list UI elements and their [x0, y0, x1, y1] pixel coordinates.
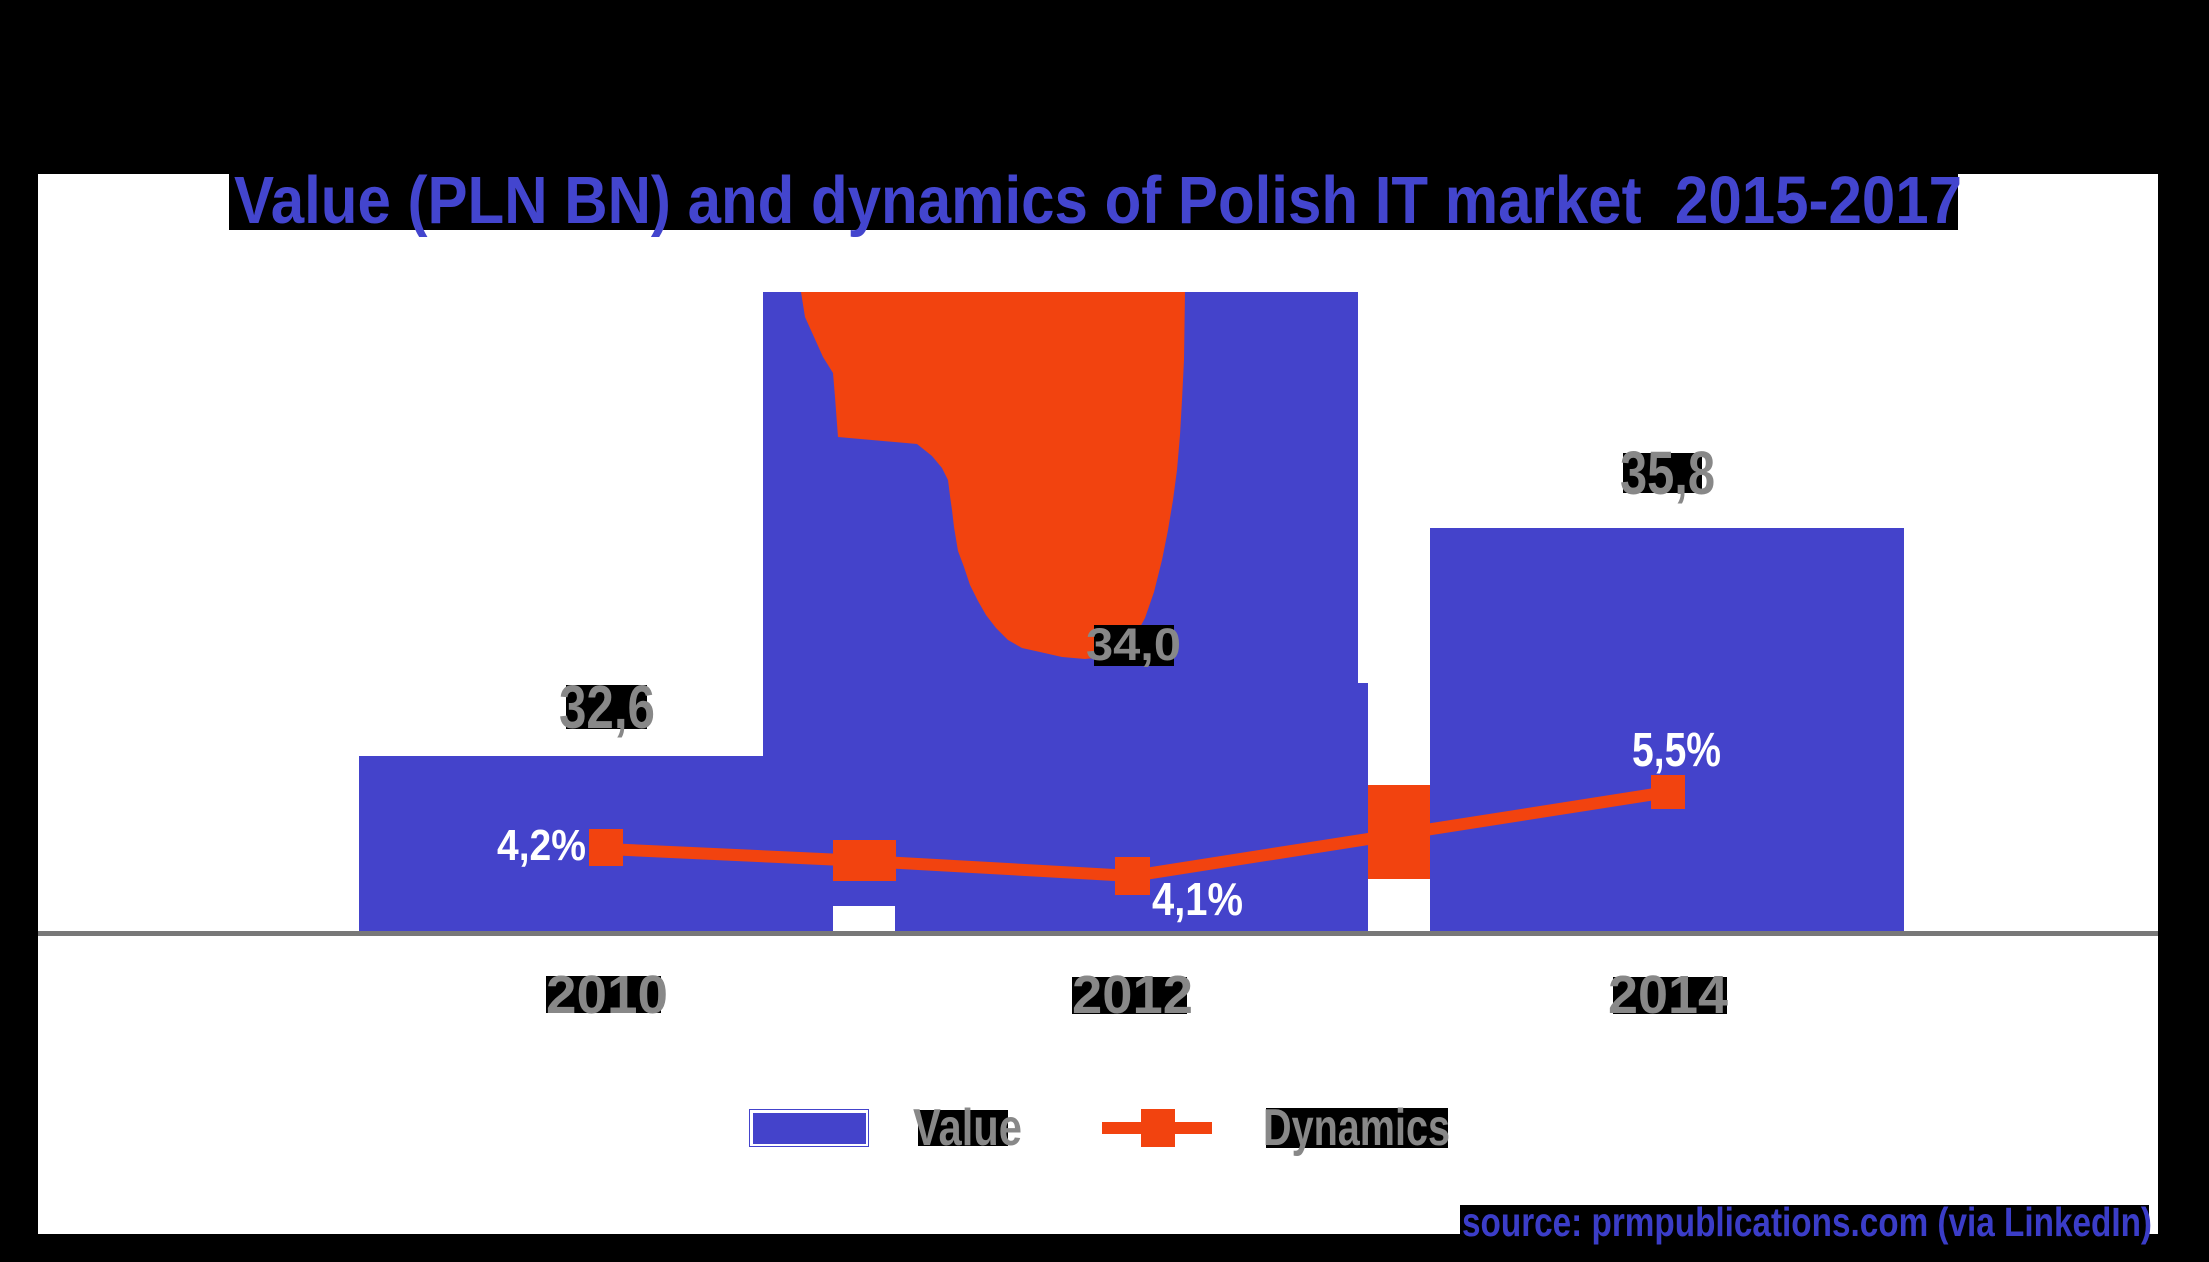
svg-text:source: prmpublications.com (v: source: prmpublications.com (via LinkedI…	[1462, 1199, 2152, 1245]
svg-text:Dynamics: Dynamics	[1263, 1099, 1450, 1157]
svg-text:32,6: 32,6	[559, 673, 655, 741]
svg-text:2012: 2012	[1072, 965, 1193, 1025]
svg-text:5,5%: 5,5%	[1632, 724, 1721, 777]
svg-text:4,1%: 4,1%	[1152, 873, 1243, 925]
svg-text:Value: Value	[913, 1099, 1022, 1157]
svg-text:4,2%: 4,2%	[497, 821, 586, 870]
svg-text:2010: 2010	[546, 965, 668, 1025]
svg-text:34,0: 34,0	[1086, 619, 1181, 670]
svg-text:35,8: 35,8	[1620, 439, 1715, 507]
svg-text:Value (PLN BN) and dynamics of: Value (PLN BN) and dynamics of Polish IT…	[234, 163, 1962, 238]
svg-text:2014: 2014	[1608, 965, 1728, 1025]
